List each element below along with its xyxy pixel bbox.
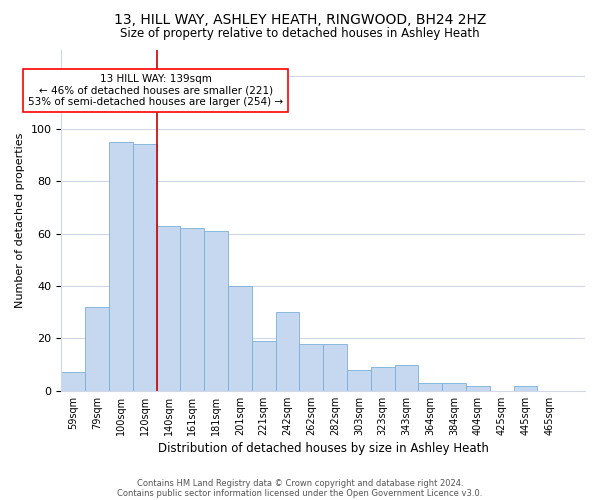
Text: 13 HILL WAY: 139sqm
← 46% of detached houses are smaller (221)
53% of semi-detac: 13 HILL WAY: 139sqm ← 46% of detached ho… <box>28 74 283 107</box>
Bar <box>157 226 181 391</box>
Bar <box>204 231 228 391</box>
Bar <box>61 372 85 391</box>
Bar <box>514 386 538 391</box>
X-axis label: Distribution of detached houses by size in Ashley Heath: Distribution of detached houses by size … <box>158 442 488 455</box>
Text: Contains HM Land Registry data © Crown copyright and database right 2024.: Contains HM Land Registry data © Crown c… <box>137 478 463 488</box>
Bar <box>133 144 157 391</box>
Bar <box>109 142 133 391</box>
Bar <box>466 386 490 391</box>
Y-axis label: Number of detached properties: Number of detached properties <box>15 132 25 308</box>
Text: 13, HILL WAY, ASHLEY HEATH, RINGWOOD, BH24 2HZ: 13, HILL WAY, ASHLEY HEATH, RINGWOOD, BH… <box>114 12 486 26</box>
Bar <box>347 370 371 391</box>
Text: Size of property relative to detached houses in Ashley Heath: Size of property relative to detached ho… <box>120 28 480 40</box>
Text: Contains public sector information licensed under the Open Government Licence v3: Contains public sector information licen… <box>118 488 482 498</box>
Bar <box>395 364 418 391</box>
Bar <box>275 312 299 391</box>
Bar <box>299 344 323 391</box>
Bar <box>85 307 109 391</box>
Bar <box>442 383 466 391</box>
Bar <box>323 344 347 391</box>
Bar <box>181 228 204 391</box>
Bar <box>252 341 275 391</box>
Bar <box>371 367 395 391</box>
Bar <box>228 286 252 391</box>
Bar <box>418 383 442 391</box>
